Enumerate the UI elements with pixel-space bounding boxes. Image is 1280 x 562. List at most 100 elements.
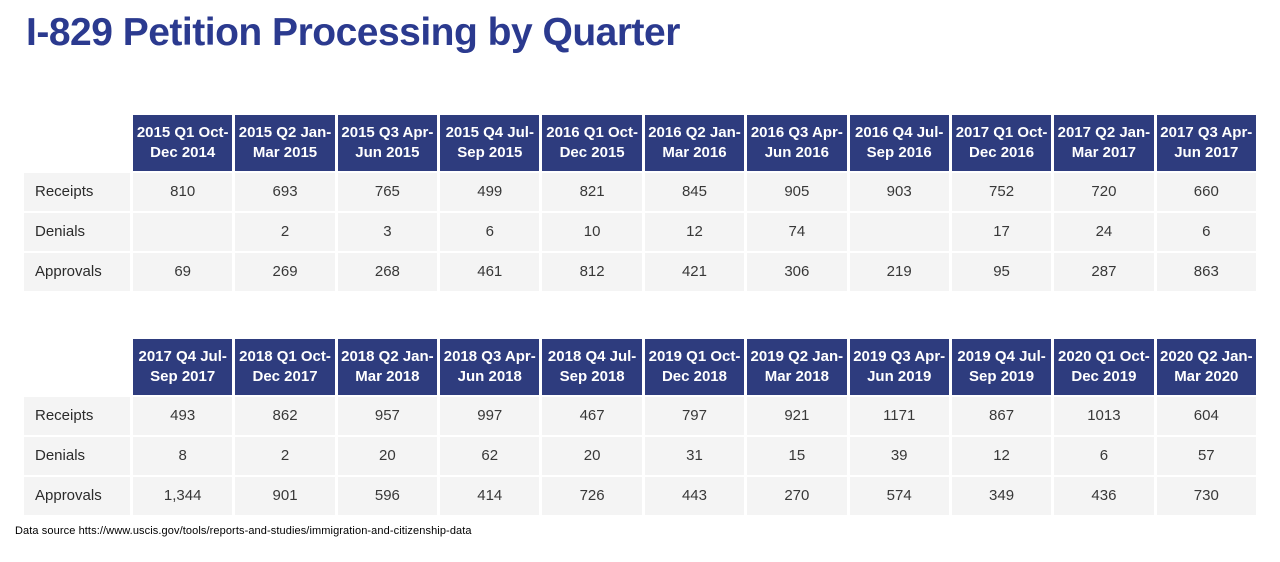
table-header-row: 2015 Q1 Oct- Dec 2014 2015 Q2 Jan- Mar 201… (24, 114, 1256, 171)
data-cell: 467 (542, 396, 642, 435)
data-cell: 10 (542, 212, 642, 251)
table-row-approvals: Approvals 69 269 268 461 812 421 306 219… (24, 252, 1256, 291)
data-cell: 461 (440, 252, 540, 291)
header-line: Mar 2018 (355, 367, 420, 385)
data-cell: 574 (849, 476, 949, 515)
data-cell: 867 (951, 396, 1052, 435)
data-cell: 20 (337, 436, 438, 475)
column-header: 2019 Q2 Jan- Mar 2018 (747, 338, 847, 395)
data-cell: 39 (849, 436, 949, 475)
quarter-table-2017-2020: 2017 Q4 Jul- Sep 2017 2018 Q1 Oct- Dec 201… (21, 337, 1259, 517)
column-header: 2017 Q2 Jan- Mar 2017 (1054, 114, 1154, 171)
data-cell: 414 (440, 476, 540, 515)
header-line: 2015 Q1 Oct- (136, 124, 229, 142)
data-cell: 862 (235, 396, 335, 435)
header-line: 2017 Q4 Jul- (138, 348, 227, 366)
header-line: Sep 2018 (559, 367, 625, 385)
data-cell: 6 (1156, 212, 1256, 251)
header-line: 2017 Q3 Apr- (1160, 124, 1253, 142)
column-header: 2018 Q4 Jul- Sep 2018 (542, 338, 642, 395)
header-line: Mar 2015 (252, 143, 318, 161)
data-cell: 8 (133, 436, 233, 475)
data-cell: 436 (1054, 476, 1154, 515)
header-line: 2016 Q1 Oct- (546, 124, 638, 142)
column-header: 2016 Q1 Oct- Dec 2015 (542, 114, 642, 171)
data-cell: 821 (542, 172, 642, 211)
table-row-receipts: Receipts 493 862 957 997 467 797 921 117… (24, 396, 1256, 435)
data-cell: 797 (644, 396, 745, 435)
table-row-receipts: Receipts 810 693 765 499 821 845 905 903… (24, 172, 1256, 211)
header-line: Sep 2019 (969, 367, 1035, 385)
corner-cell (24, 339, 130, 395)
header-line: 2016 Q2 Jan- (648, 124, 741, 142)
data-cell: 720 (1054, 172, 1154, 211)
data-cell: 726 (542, 476, 642, 515)
data-cell: 765 (337, 172, 438, 211)
data-source-note: Data source htts://www.uscis.gov/tools/r… (15, 524, 472, 537)
data-cell: 752 (951, 172, 1052, 211)
data-cell: 1,344 (133, 476, 233, 515)
data-cell: 95 (951, 252, 1052, 291)
row-label: Denials (24, 436, 130, 475)
data-cell: 596 (337, 476, 438, 515)
data-cell: 921 (747, 396, 847, 435)
quarter-table-2015-2017: 2015 Q1 Oct- Dec 2014 2015 Q2 Jan- Mar 201… (21, 113, 1259, 293)
data-cell: 12 (644, 212, 745, 251)
table-row-denials: Denials 8 2 20 62 20 31 15 39 12 6 57 (24, 436, 1256, 475)
header-line: Jun 2018 (457, 367, 522, 385)
column-header: 2015 Q2 Jan- Mar 2015 (235, 114, 335, 171)
header-line: Dec 2017 (252, 367, 318, 385)
header-line: 2016 Q4 Jul- (855, 124, 944, 142)
data-cell: 2 (235, 436, 335, 475)
data-cell: 660 (1156, 172, 1256, 211)
header-line: 2015 Q2 Jan- (238, 124, 332, 142)
header-line: 2019 Q1 Oct- (648, 348, 741, 366)
data-cell (133, 212, 233, 251)
column-header: 2018 Q1 Oct- Dec 2017 (235, 338, 335, 395)
data-cell: 57 (1156, 436, 1256, 475)
column-header: 2016 Q3 Apr- Jun 2016 (747, 114, 847, 171)
data-cell: 443 (644, 476, 745, 515)
column-header: 2018 Q2 Jan- Mar 2018 (337, 338, 438, 395)
header-line: 2020 Q2 Jan- (1160, 348, 1253, 366)
header-line: 2020 Q1 Oct- (1058, 348, 1150, 366)
data-cell: 31 (644, 436, 745, 475)
header-line: 2018 Q1 Oct- (239, 348, 331, 366)
column-header: 2019 Q3 Apr- Jun 2019 (849, 338, 949, 395)
row-label: Receipts (24, 396, 130, 435)
data-cell: 20 (542, 436, 642, 475)
data-cell: 74 (747, 212, 847, 251)
data-cell: 901 (235, 476, 335, 515)
data-cell: 268 (337, 252, 438, 291)
header-line: Jun 2019 (867, 367, 932, 385)
data-cell: 287 (1054, 252, 1154, 291)
data-cell: 12 (951, 436, 1052, 475)
header-line: 2019 Q2 Jan- (750, 348, 844, 366)
column-header: 2020 Q2 Jan- Mar 2020 (1156, 338, 1256, 395)
data-cell: 693 (235, 172, 335, 211)
column-header: 2018 Q3 Apr- Jun 2018 (440, 338, 540, 395)
column-header: 2015 Q1 Oct- Dec 2014 (133, 114, 233, 171)
data-cell: 493 (133, 396, 233, 435)
data-cell: 219 (849, 252, 949, 291)
column-header: 2017 Q1 Oct- Dec 2016 (951, 114, 1052, 171)
slide: I-829 Petition Processing by Quarter 201… (0, 11, 1280, 562)
header-line: 2019 Q4 Jul- (957, 348, 1046, 366)
data-cell: 269 (235, 252, 335, 291)
header-line: Dec 2015 (559, 143, 625, 161)
column-header: 2015 Q4 Jul- Sep 2015 (440, 114, 540, 171)
header-line: Dec 2018 (661, 367, 727, 385)
data-cell: 997 (440, 396, 540, 435)
header-line: 2015 Q4 Jul- (445, 124, 534, 142)
data-cell: 730 (1156, 476, 1256, 515)
data-cell: 62 (440, 436, 540, 475)
data-cell: 24 (1054, 212, 1154, 251)
data-cell: 957 (337, 396, 438, 435)
table-row-denials: Denials 2 3 6 10 12 74 17 24 6 (24, 212, 1256, 251)
column-header: 2016 Q4 Jul- Sep 2016 (849, 114, 949, 171)
data-cell: 2 (235, 212, 335, 251)
data-cell: 15 (747, 436, 847, 475)
header-line: Jun 2015 (355, 143, 420, 161)
row-label: Approvals (24, 252, 130, 291)
header-line: Mar 2016 (662, 143, 727, 161)
